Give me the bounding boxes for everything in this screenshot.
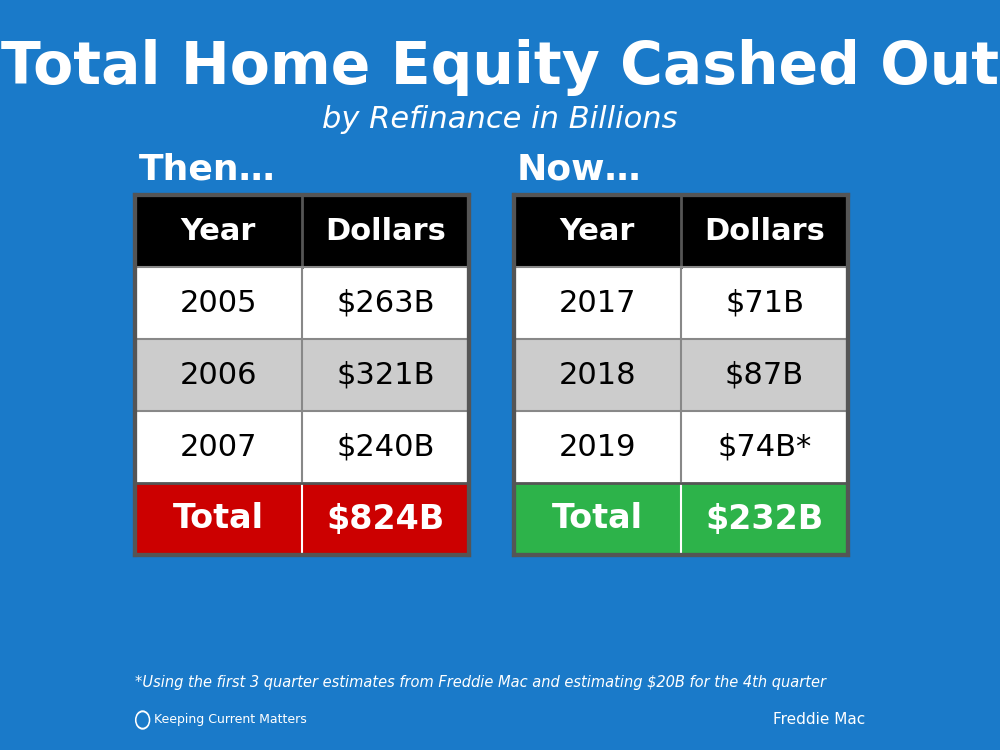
FancyBboxPatch shape xyxy=(514,483,848,555)
Text: $240B: $240B xyxy=(336,433,435,461)
Text: *Using the first 3 quarter estimates from Freddie Mac and estimating $20B for th: *Using the first 3 quarter estimates fro… xyxy=(135,674,826,689)
Text: 2018: 2018 xyxy=(559,361,636,389)
Text: 2006: 2006 xyxy=(180,361,257,389)
Text: Total: Total xyxy=(173,503,264,536)
Text: Dollars: Dollars xyxy=(325,217,446,245)
Text: Year: Year xyxy=(181,217,256,245)
Text: Total: Total xyxy=(552,503,643,536)
FancyBboxPatch shape xyxy=(135,267,469,339)
FancyBboxPatch shape xyxy=(514,339,848,411)
Circle shape xyxy=(136,711,150,729)
Text: Freddie Mac: Freddie Mac xyxy=(773,712,865,728)
Text: $71B: $71B xyxy=(725,289,804,317)
FancyBboxPatch shape xyxy=(135,339,469,411)
Text: Now…: Now… xyxy=(517,153,642,187)
FancyBboxPatch shape xyxy=(514,195,848,267)
Text: 2017: 2017 xyxy=(559,289,636,317)
Text: by Refinance in Billions: by Refinance in Billions xyxy=(322,106,678,134)
Circle shape xyxy=(137,713,148,727)
FancyBboxPatch shape xyxy=(135,195,469,267)
Text: Year: Year xyxy=(560,217,635,245)
Text: Keeping Current Matters: Keeping Current Matters xyxy=(154,713,307,727)
Text: $321B: $321B xyxy=(336,361,435,389)
FancyBboxPatch shape xyxy=(135,483,469,555)
Text: 2005: 2005 xyxy=(180,289,257,317)
Text: 2019: 2019 xyxy=(559,433,636,461)
Text: Total Home Equity Cashed Out: Total Home Equity Cashed Out xyxy=(1,40,999,97)
Text: $824B: $824B xyxy=(326,503,445,536)
Text: Then…: Then… xyxy=(139,153,276,187)
Text: $87B: $87B xyxy=(725,361,804,389)
Text: $74B*: $74B* xyxy=(717,433,812,461)
Text: Dollars: Dollars xyxy=(704,217,825,245)
Text: $263B: $263B xyxy=(336,289,435,317)
FancyBboxPatch shape xyxy=(514,411,848,483)
Text: $232B: $232B xyxy=(705,503,824,536)
FancyBboxPatch shape xyxy=(514,267,848,339)
FancyBboxPatch shape xyxy=(135,411,469,483)
Text: 2007: 2007 xyxy=(180,433,257,461)
